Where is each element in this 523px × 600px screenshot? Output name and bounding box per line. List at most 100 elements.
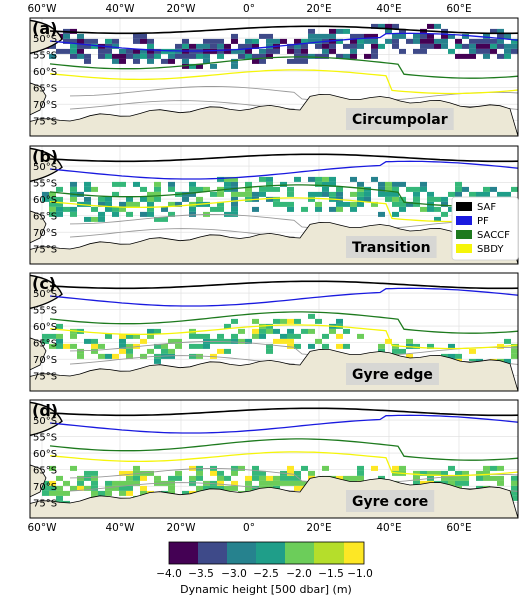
data-cell <box>483 33 490 39</box>
data-cell <box>63 38 70 44</box>
colorbar-tick-label: −4.0 <box>156 568 182 580</box>
data-cell <box>56 48 63 54</box>
data-cell <box>462 186 469 192</box>
data-cell <box>147 348 154 354</box>
lat-label: 60°S <box>33 195 57 206</box>
data-cell <box>287 343 294 349</box>
data-cell <box>196 43 203 49</box>
data-cell <box>168 348 175 354</box>
data-cell <box>427 206 434 212</box>
data-cell <box>469 38 476 44</box>
data-cell <box>273 186 280 192</box>
lat-label: 50°S <box>33 416 57 427</box>
data-cell <box>308 53 315 59</box>
lat-label: 70°S <box>33 355 57 366</box>
south-america-coast <box>30 274 63 310</box>
data-cell <box>322 48 329 54</box>
legend: SAF PF SACCF SBDY <box>451 196 519 261</box>
data-cell <box>140 33 147 39</box>
colorbar-bin <box>314 542 344 564</box>
data-cell <box>301 206 308 212</box>
data-cell <box>189 480 196 486</box>
lat-label: 60°S <box>33 67 57 78</box>
lat-label: 55°S <box>33 306 57 317</box>
data-cell <box>434 43 441 49</box>
data-cell <box>63 206 70 212</box>
data-cell <box>504 53 511 59</box>
data-cell <box>350 33 357 39</box>
data-cell <box>210 206 217 212</box>
data-cell <box>238 191 245 197</box>
bottom-lon-label: 40°W <box>106 522 136 534</box>
data-cell <box>210 470 217 476</box>
data-cell <box>168 475 175 481</box>
data-cell <box>189 211 196 217</box>
data-cell <box>126 470 133 476</box>
data-cell <box>119 333 126 339</box>
data-cell <box>385 28 392 34</box>
data-cell <box>315 33 322 39</box>
data-cell <box>175 338 182 344</box>
data-cell <box>511 48 518 54</box>
data-cell <box>490 48 497 54</box>
legend-label-pf: PF <box>477 216 489 227</box>
data-cell <box>455 353 462 359</box>
data-cell <box>343 28 350 34</box>
data-cell <box>329 176 336 182</box>
map-panel: 50°S 55°S 60°S 65°S 70°S 75°S (b) Transition <box>29 145 519 265</box>
data-cell <box>322 191 329 197</box>
data-cell <box>112 353 119 359</box>
data-cell <box>294 333 301 339</box>
data-cell <box>287 338 294 344</box>
lat-label: 70°S <box>33 228 57 239</box>
data-cell <box>196 333 203 339</box>
data-cell <box>273 48 280 54</box>
data-cell <box>84 470 91 476</box>
lat-label: 65°S <box>33 466 57 477</box>
data-cell <box>350 206 357 212</box>
data-cell <box>287 48 294 54</box>
data-cell <box>189 53 196 59</box>
data-cell <box>77 38 84 44</box>
data-cell <box>476 43 483 49</box>
legend-swatch-pf <box>456 216 472 225</box>
data-cell <box>378 191 385 197</box>
data-cell <box>273 38 280 44</box>
data-cell <box>70 196 77 202</box>
data-cell <box>511 353 518 359</box>
data-cell <box>294 48 301 54</box>
data-cell <box>357 201 364 207</box>
data-cell <box>56 323 63 329</box>
data-cell <box>448 206 455 212</box>
data-cell <box>56 490 63 496</box>
panel-title-box <box>346 490 435 512</box>
data-cell <box>462 33 469 39</box>
data-cell <box>329 43 336 49</box>
data-cell <box>378 43 385 49</box>
data-cell <box>70 333 77 339</box>
data-cell <box>413 33 420 39</box>
data-cell <box>497 43 504 49</box>
bottom-lon-label: 60°E <box>446 522 471 534</box>
data-cell <box>112 53 119 59</box>
data-cell <box>119 485 126 491</box>
data-cell <box>77 475 84 481</box>
data-cell <box>392 348 399 354</box>
data-cell <box>385 23 392 29</box>
colorbar-bin <box>198 542 227 564</box>
data-cell <box>420 43 427 49</box>
data-cell <box>42 485 49 491</box>
data-cell <box>364 196 371 202</box>
data-cell <box>294 485 301 491</box>
colorbar: −4.0 −3.5 −3.0 −2.5 −2.0 −1.5 −1.0 Dynam… <box>156 541 373 596</box>
colorbar-frame <box>168 541 365 565</box>
data-cell <box>56 333 63 339</box>
data-cell <box>70 43 77 49</box>
data-cell <box>70 181 77 187</box>
data-cell <box>483 43 490 49</box>
data-cell <box>42 191 49 197</box>
front-pf <box>49 160 518 180</box>
data-cell <box>119 490 126 496</box>
data-cell <box>105 48 112 54</box>
data-cell <box>357 38 364 44</box>
